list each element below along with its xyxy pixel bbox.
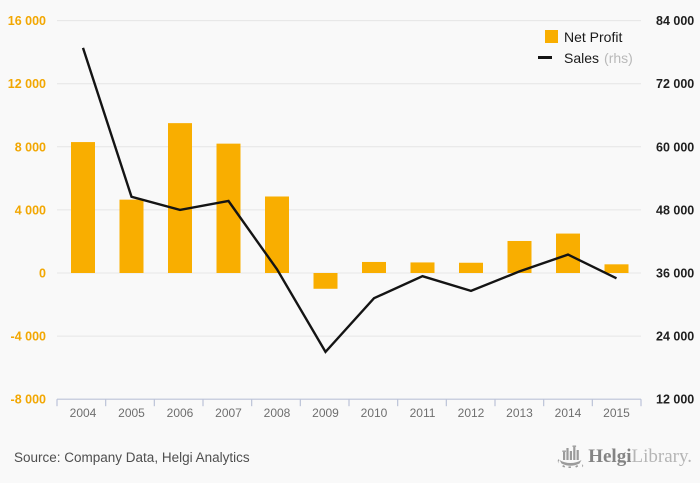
- bar-2008: [265, 196, 289, 273]
- bar-2006: [168, 123, 192, 273]
- bar-2012: [459, 262, 483, 273]
- bar-2014: [556, 233, 580, 273]
- bar-2010: [362, 261, 386, 273]
- legend-suffix-rhs: (rhs): [604, 49, 633, 66]
- legend-icon-cell: [537, 30, 564, 43]
- left-tick-label: -4 000: [11, 330, 46, 344]
- source-note: Source: Company Data, Helgi Analytics: [14, 450, 250, 465]
- year-label-2010: 2010: [361, 406, 388, 420]
- ship-icon: [557, 445, 584, 468]
- right-tick-label: 36 000: [656, 267, 694, 281]
- year-label-2008: 2008: [264, 406, 291, 420]
- legend-label-net-profit: Net Profit: [564, 28, 623, 45]
- year-label-2004: 2004: [70, 406, 97, 420]
- right-tick-label: 24 000: [656, 330, 694, 344]
- legend-item-sales: Sales (rhs): [537, 47, 633, 68]
- right-tick-label: 84 000: [656, 14, 694, 28]
- left-tick-label: 0: [39, 267, 46, 281]
- year-label-2006: 2006: [167, 406, 194, 420]
- year-label-2009: 2009: [312, 406, 339, 420]
- x-axis-labels: 2004 2005 2006 2007 2008 2009 2010 2011 2012 2013…: [70, 406, 631, 420]
- bar-2004: [71, 142, 95, 273]
- legend-icon-cell: [537, 56, 564, 59]
- year-label-2013: 2013: [506, 406, 533, 420]
- legend: Net Profit Sales (rhs): [537, 26, 633, 68]
- year-label-2015: 2015: [603, 406, 630, 420]
- year-label-2011: 2011: [410, 406, 436, 420]
- brand-wordmark: HelgiLibrary.: [588, 444, 692, 470]
- legend-item-net-profit: Net Profit: [537, 26, 633, 47]
- gridlines: [57, 20, 641, 337]
- brand-helgi: Helgi: [588, 446, 632, 467]
- y-axis-right-labels: 84 000 72 000 60 000 48 000 36 000 24 000 12 0…: [656, 14, 694, 407]
- net-profit-swatch-icon: [545, 30, 558, 43]
- x-axis: [56, 398, 642, 407]
- bar-2011: [410, 262, 435, 273]
- bar-2015: [604, 264, 629, 273]
- left-tick-label: 16 000: [8, 14, 46, 28]
- legend-label-sales: Sales: [564, 49, 600, 66]
- right-tick-label: 48 000: [656, 203, 694, 217]
- sales-line-swatch-icon: [538, 56, 552, 59]
- helgi-library-logo: HelgiLibrary.: [557, 444, 692, 470]
- left-tick-label: 4 000: [15, 203, 46, 217]
- left-tick-label: -8 000: [11, 393, 46, 407]
- right-tick-label: 12 000: [656, 393, 694, 407]
- net-profit-bars: [71, 123, 629, 289]
- brand-library: Library.: [631, 446, 693, 467]
- year-label-2012: 2012: [458, 406, 485, 420]
- right-tick-label: 60 000: [656, 140, 694, 154]
- year-label-2005: 2005: [118, 406, 145, 420]
- right-tick-label: 72 000: [656, 77, 694, 91]
- bar-2007: [216, 143, 241, 273]
- bar-2005: [119, 199, 144, 273]
- left-tick-label: 8 000: [15, 140, 46, 154]
- bar-2009: [313, 273, 338, 289]
- year-label-2007: 2007: [215, 406, 242, 420]
- sales-line-path: [81, 47, 618, 354]
- y-axis-left-labels: 16 000 12 000 8 000 4 000 0 -4 000 -8 000: [8, 14, 46, 407]
- year-label-2014: 2014: [555, 406, 582, 420]
- left-tick-label: 12 000: [8, 77, 46, 91]
